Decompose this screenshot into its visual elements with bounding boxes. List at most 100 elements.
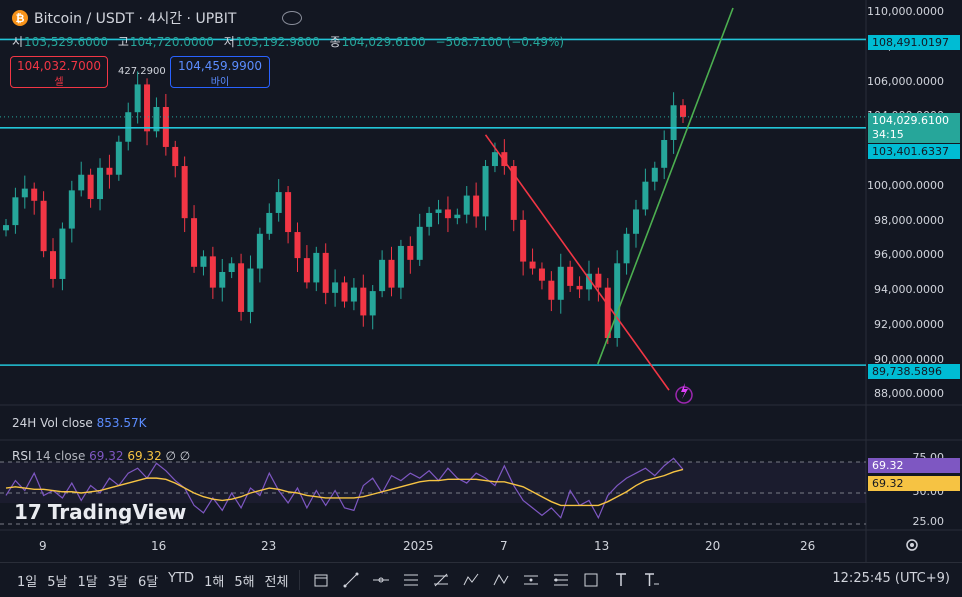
trend-line-down[interactable] (484, 134, 670, 391)
symbol-title[interactable]: Bitcoin / USDT · 4시간 · UPBIT (34, 11, 237, 27)
text-format-icon[interactable] (636, 565, 666, 595)
timeframe-button[interactable]: 6달 (137, 574, 159, 590)
ohlc-open: 103,529.6000 (24, 35, 109, 49)
candle-body (576, 285, 583, 290)
ohlc-low: 103,192.9800 (235, 35, 320, 49)
rsi-legend[interactable]: RSI 14 close 69.32 69.32 ∅ ∅ (12, 449, 190, 463)
pattern-icon[interactable] (516, 565, 546, 595)
calendar-icon[interactable] (306, 565, 336, 595)
candle-body (557, 266, 564, 300)
clock[interactable]: 12:25:45 (UTC+9) (832, 571, 950, 586)
candle-body (31, 188, 38, 201)
candle-body (463, 195, 470, 215)
ohlc-high-label: 고 (117, 35, 129, 49)
candle-body (285, 192, 292, 233)
alert-bolt-glyph (681, 383, 688, 399)
timeframe-button[interactable]: 5날 (47, 574, 68, 590)
ohlc-change: −508.7100 (−0.49%) (435, 35, 565, 49)
candle-body (209, 256, 216, 288)
timeframe-button[interactable]: 5해 (234, 574, 255, 590)
sell-price: 104,032.7000 (17, 59, 101, 73)
candle-body (153, 107, 160, 132)
rsi-value: 69.32 (89, 449, 124, 463)
candle-body (538, 268, 545, 281)
ohlc-low-label: 저 (223, 35, 235, 49)
current-price: 104,029.6100 (872, 114, 949, 127)
tradingview-logo[interactable]: 17 TradingView (14, 500, 186, 524)
fib-icon[interactable] (426, 565, 456, 595)
candle-body (322, 252, 329, 293)
buy-button[interactable]: 104,459.9900 바이 (170, 56, 270, 88)
timeframe-button[interactable]: YTD (168, 570, 195, 586)
sell-label: 셀 (54, 77, 64, 88)
eye-icon[interactable] (282, 11, 303, 25)
timeframe-group: 1일 5날 1달 3달 6달 YTD 1해 5해 전체 (12, 571, 293, 590)
candle-body (200, 256, 207, 267)
candle-body (670, 105, 677, 140)
timeframe-button[interactable]: 1달 (77, 574, 98, 590)
time-tick-label: 9 (39, 539, 47, 553)
channel-icon[interactable] (396, 565, 426, 595)
horizontal-line-icon[interactable] (366, 565, 396, 595)
rsi-ma-tag: 69.32 (868, 476, 960, 491)
settings-gear-icon[interactable] (905, 538, 919, 555)
wave-icon[interactable] (456, 565, 486, 595)
current-price-tag: 104,029.6100 34:15 (868, 113, 960, 143)
timeframe-button[interactable]: 3달 (107, 574, 128, 590)
candle-body (520, 219, 527, 262)
buy-label: 바이 (210, 77, 230, 88)
candle-body (238, 263, 245, 312)
candle-body (604, 287, 611, 338)
candle-body (191, 218, 198, 267)
level-tag-lower: 89,738.5896 (868, 364, 960, 379)
candle-body (501, 152, 508, 167)
trend-line-up[interactable] (597, 7, 734, 365)
candle-body (68, 190, 75, 229)
candle-body (388, 259, 395, 288)
rectangle-icon[interactable] (576, 565, 606, 595)
time-tick-label: 23 (261, 539, 277, 553)
ohlc-open-label: 시 (12, 35, 24, 49)
timeframe-button[interactable]: 전체 (264, 574, 289, 590)
rsi-axis-25: 25.00 (912, 515, 945, 528)
candle-body (275, 192, 282, 213)
text-icon[interactable] (606, 565, 636, 595)
candle-body (115, 141, 122, 175)
candle-body (642, 181, 649, 210)
candle-body (416, 226, 423, 260)
timeframe-button[interactable]: 1일 (17, 574, 38, 590)
rsi-band-background (0, 462, 866, 503)
ohlc-high: 104,720.0000 (129, 35, 214, 49)
tradingview-logo-text: TradingView (47, 500, 187, 524)
sell-button[interactable]: 104,032.7000 셀 (10, 56, 108, 88)
drawing-tools-group (306, 565, 666, 595)
price-tick-label: 106,000.0000 (867, 74, 944, 88)
abc-icon[interactable] (486, 565, 516, 595)
candle-body (106, 167, 113, 175)
buy-price: 104,459.9900 (178, 59, 262, 73)
candle-body (181, 166, 188, 219)
rsi-ma-value: 69.32 (127, 449, 162, 463)
volume-legend[interactable]: 24H Vol close 853.57K (12, 416, 147, 430)
candle-body (680, 105, 686, 117)
candle-body (360, 287, 367, 316)
symbol-header[interactable]: ₿ Bitcoin / USDT · 4시간 · UPBIT (12, 8, 303, 28)
candle-body (567, 266, 574, 286)
bitcoin-coin-icon: ₿ (12, 10, 28, 26)
candle-body (585, 273, 592, 290)
candle-body (303, 258, 310, 283)
toolbar-divider (299, 570, 301, 590)
candle-body (59, 228, 66, 279)
candle-body (435, 209, 442, 213)
candle-body (78, 174, 85, 191)
candle-body (661, 140, 668, 168)
projection-icon[interactable] (546, 565, 576, 595)
candle-body (407, 245, 414, 260)
candle-body (614, 263, 621, 338)
candle-body (548, 280, 555, 300)
ohlc-close: 104,029.6100 (341, 35, 426, 49)
timeframe-button[interactable]: 1해 (204, 574, 225, 590)
candle-body (3, 225, 9, 231)
draw-line-icon[interactable] (336, 565, 366, 595)
